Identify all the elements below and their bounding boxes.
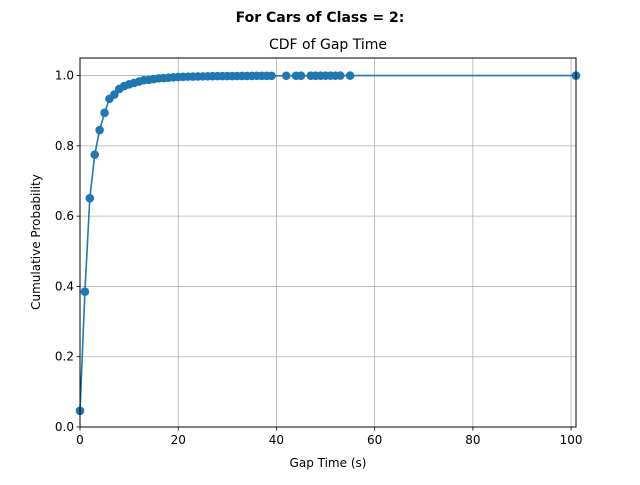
cdf-point (110, 90, 119, 99)
cdf-point (95, 125, 104, 135)
cdf-point (100, 108, 109, 118)
suptitle: For Cars of Class = 2: (236, 10, 405, 26)
x-tick-label: 100 (560, 433, 583, 447)
ticks: 0 20 40 60 80 100 0.0 0.2 0.4 0.6 0.8 1.0 (55, 69, 583, 447)
y-tick-label: 0.4 (55, 279, 74, 293)
y-tick-label: 0.6 (55, 209, 74, 223)
x-tick-label: 80 (465, 433, 480, 447)
y-tick-label: 1.0 (55, 69, 74, 83)
cdf-point (335, 71, 345, 80)
chart-title: CDF of Gap Time (269, 37, 387, 53)
x-axis-label: Gap Time (s) (290, 456, 367, 470)
cdf-point (85, 193, 95, 203)
x-tick-label: 60 (367, 433, 382, 447)
cdf-point (296, 71, 306, 81)
cdf-point (90, 150, 100, 159)
y-tick-label: 0.0 (55, 420, 74, 434)
y-tick-label: 0.2 (55, 350, 74, 364)
x-tick-label: 40 (269, 433, 284, 447)
cdf-point (80, 287, 90, 297)
y-tick-label: 0.8 (55, 139, 74, 153)
cdf-point (267, 71, 276, 81)
x-tick-label: 0 (76, 433, 84, 447)
cdf-point (281, 71, 291, 81)
cdf-point (345, 71, 355, 80)
grid (79, 58, 576, 428)
x-tick-label: 20 (171, 433, 186, 447)
y-axis-label: Cumulative Probability (29, 174, 43, 310)
series-layer (75, 71, 581, 416)
axes-frame (79, 57, 577, 428)
